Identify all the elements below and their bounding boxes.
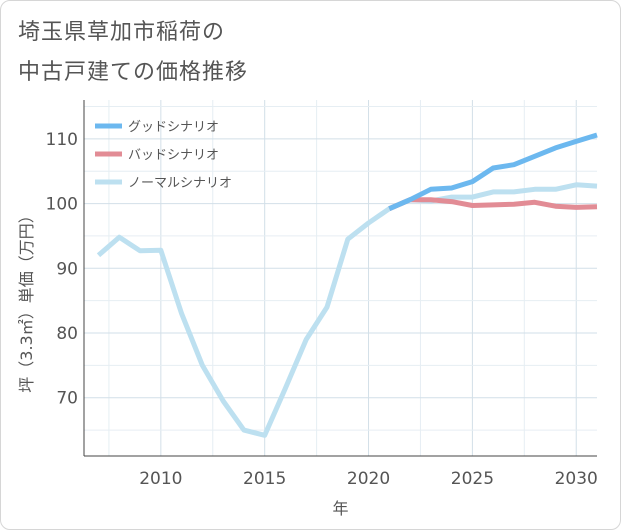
series-line-1 xyxy=(388,197,598,211)
legend-label: ノーマルシナリオ xyxy=(128,176,232,191)
chart-title-line-2: 中古戸建ての価格推移 xyxy=(18,60,249,85)
y-tick-label: 110 xyxy=(46,130,78,150)
x-tick-label: 2010 xyxy=(139,469,182,489)
x-tick-label: 2020 xyxy=(347,469,390,489)
axes xyxy=(83,100,597,457)
y-tick-label: 70 xyxy=(56,389,78,409)
x-tick-label: 2030 xyxy=(555,469,598,489)
y-axis-label: 坪（3.3㎡）単価（万円） xyxy=(17,207,36,392)
x-axis-label: 年 xyxy=(332,499,348,518)
y-tick-label: 80 xyxy=(56,324,78,344)
series-lines xyxy=(96,132,598,438)
grid-lines xyxy=(84,100,597,456)
chart-title-line-1: 埼玉県草加市稲荷の xyxy=(18,20,226,45)
x-tick-label: 2025 xyxy=(451,469,494,489)
y-tick-label: 90 xyxy=(56,259,78,279)
legend-label: グッドシナリオ xyxy=(128,120,219,135)
x-tick-label: 2015 xyxy=(243,469,286,489)
series-line-0 xyxy=(388,132,598,211)
legend-label: バッドシナリオ xyxy=(128,148,219,163)
tick-labels: 2010 2015 2020 2025 2030 70 80 90 100 110 xyxy=(46,130,598,489)
y-tick-label: 100 xyxy=(46,195,78,215)
series-line-2 xyxy=(96,182,598,438)
